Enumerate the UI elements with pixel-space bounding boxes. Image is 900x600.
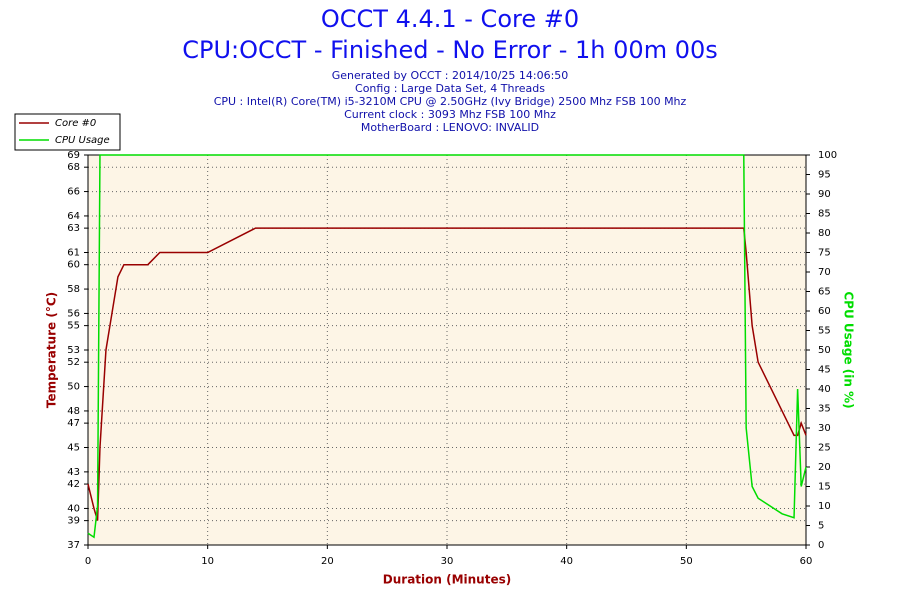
y2-tick-label: 45 xyxy=(818,365,831,376)
info-line: Generated by OCCT : 2014/10/25 14:06:50 xyxy=(332,69,569,82)
y-tick-label: 47 xyxy=(67,418,80,429)
y2-tick-label: 30 xyxy=(818,423,831,434)
x-tick-label: 30 xyxy=(441,556,454,567)
y2-tick-label: 100 xyxy=(818,150,837,161)
y-tick-label: 53 xyxy=(67,345,80,356)
plot-area xyxy=(88,155,806,545)
y2-tick-label: 25 xyxy=(818,443,831,454)
y-tick-label: 68 xyxy=(67,162,80,173)
x-tick-label: 50 xyxy=(680,556,693,567)
y-tick-label: 52 xyxy=(67,357,80,368)
y2-tick-label: 0 xyxy=(818,540,824,551)
y-tick-label: 61 xyxy=(67,248,80,259)
y2-tick-label: 10 xyxy=(818,501,831,512)
chart-subtitle: CPU:OCCT - Finished - No Error - 1h 00m … xyxy=(182,36,718,64)
y2-tick-label: 50 xyxy=(818,345,831,356)
y-tick-label: 42 xyxy=(67,479,80,490)
y-tick-label: 63 xyxy=(67,223,80,234)
y-tick-label: 40 xyxy=(67,503,80,514)
y2-tick-label: 55 xyxy=(818,326,831,337)
y-tick-label: 43 xyxy=(67,467,80,478)
line-series xyxy=(87,227,807,521)
y-tick-label: 64 xyxy=(67,211,80,222)
y-tick-label: 55 xyxy=(67,321,80,332)
y2-tick-label: 70 xyxy=(818,267,831,278)
y-tick-label: 66 xyxy=(67,187,80,198)
y2-tick-label: 60 xyxy=(818,306,831,317)
y-tick-label: 45 xyxy=(67,443,80,454)
y2-tick-label: 5 xyxy=(818,521,824,532)
legend-label: CPU Usage xyxy=(55,135,110,146)
y-tick-label: 37 xyxy=(67,540,80,551)
x-tick-label: 60 xyxy=(800,556,813,567)
y2-tick-label: 80 xyxy=(818,228,831,239)
y-tick-label: 50 xyxy=(67,382,80,393)
y-axis-label: Temperature (°C) xyxy=(45,292,59,408)
x-axis-label: Duration (Minutes) xyxy=(383,573,511,587)
x-tick-label: 10 xyxy=(201,556,214,567)
y2-tick-label: 65 xyxy=(818,287,831,298)
y-tick-label: 58 xyxy=(67,284,80,295)
y2-tick-label: 85 xyxy=(818,209,831,220)
y-tick-label: 60 xyxy=(67,260,80,271)
y2-tick-label: 20 xyxy=(818,462,831,473)
legend-box xyxy=(14,113,121,151)
y2-tick-label: 90 xyxy=(818,189,831,200)
y-tick-label: 48 xyxy=(67,406,80,417)
y2-tick-label: 75 xyxy=(818,248,831,259)
x-tick-label: 40 xyxy=(560,556,573,567)
y2-tick-label: 40 xyxy=(818,384,831,395)
y2-tick-label: 15 xyxy=(818,482,831,493)
y-tick-label: 39 xyxy=(67,516,80,527)
y2-tick-label: 35 xyxy=(818,404,831,415)
legend-label: Core #0 xyxy=(55,118,96,129)
y-tick-label: 69 xyxy=(67,150,80,161)
x-tick-label: 0 xyxy=(85,556,91,567)
info-line: Current clock : 3093 Mhz FSB 100 Mhz xyxy=(344,108,556,121)
x-tick-label: 20 xyxy=(321,556,334,567)
y2-axis-label: CPU Usage (in %) xyxy=(842,291,856,408)
info-line: MotherBoard : LENOVO: INVALID xyxy=(361,121,539,134)
line-series xyxy=(87,154,807,539)
info-line: CPU : Intel(R) Core(TM) i5-3210M CPU @ 2… xyxy=(214,95,687,108)
info-line: Config : Large Data Set, 4 Threads xyxy=(355,82,545,95)
chart-title: OCCT 4.4.1 - Core #0 xyxy=(321,5,579,33)
y2-tick-label: 95 xyxy=(818,170,831,181)
y-tick-label: 56 xyxy=(67,308,80,319)
